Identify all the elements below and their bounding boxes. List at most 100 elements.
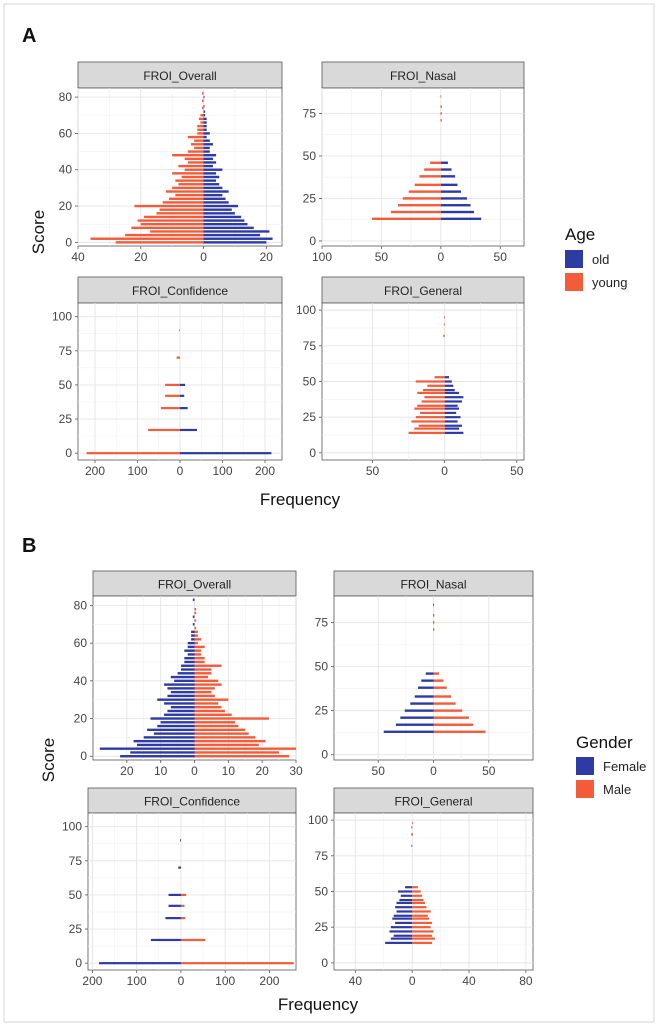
bar-male-score-42 <box>180 904 185 907</box>
bar-female-score-21 <box>400 716 434 719</box>
bar-young-score-14 <box>143 215 204 219</box>
bar-female-score-52 <box>184 657 195 660</box>
bar-female-score-12 <box>153 732 195 735</box>
bar-male-score-44 <box>412 898 424 902</box>
bar-male-score-6 <box>194 743 259 747</box>
x-tick-label: 100 <box>312 250 332 264</box>
legend-label-male: Male <box>603 782 631 797</box>
bar-female-score-34 <box>170 690 195 694</box>
bar-female-score-22 <box>389 930 413 933</box>
y-tick-label: 50 <box>69 888 83 902</box>
series-male <box>412 821 435 944</box>
legend-swatch-male <box>576 780 594 798</box>
bar-young-score-19 <box>418 424 445 427</box>
series-male <box>180 893 294 965</box>
series-female <box>99 598 195 758</box>
bar-young-score-79 <box>440 105 442 108</box>
bar-female-score-25 <box>390 926 413 929</box>
series-male <box>194 607 296 758</box>
bar-female-score-10 <box>143 736 195 739</box>
series-old <box>444 376 464 434</box>
bar-male-score-14 <box>194 728 246 732</box>
bar-male-score-19 <box>412 934 433 937</box>
y-tick-label: 20 <box>74 712 88 726</box>
bar-female-score-17 <box>150 938 181 942</box>
bar-young-score-18 <box>159 208 204 211</box>
bar-old-score-17 <box>444 427 460 430</box>
bar-young-score-66 <box>200 121 204 124</box>
legend-swatch-old <box>565 250 583 268</box>
bar-female-score-44 <box>399 898 413 902</box>
bar-male-score-31 <box>412 917 430 920</box>
y-tick-label: 25 <box>69 922 83 936</box>
x-tick-label: 0 <box>409 974 416 988</box>
bar-young-score-52 <box>194 146 204 150</box>
bar-old-score-70 <box>203 114 206 117</box>
bar-old-score-39 <box>444 396 464 399</box>
bar-young-score-29 <box>408 190 441 193</box>
bar-young-score-46 <box>430 161 441 164</box>
facet-strip-title: FROI_Nasal <box>390 69 456 83</box>
bar-old-score-10 <box>203 223 248 226</box>
bar-young-score-60 <box>197 132 204 135</box>
bar-male-score-18 <box>194 721 236 724</box>
bar-male-score-76 <box>194 611 197 615</box>
bar-male-score-29 <box>433 702 456 705</box>
bar-female-score-22 <box>164 713 195 716</box>
bar-young-score-17 <box>148 428 180 432</box>
bar-female-score-50 <box>168 893 181 897</box>
bar-young-score-36 <box>181 175 204 179</box>
x-tick-label: 100 <box>127 974 147 988</box>
facet-strip <box>77 276 283 304</box>
bar-old-score-44 <box>203 161 217 164</box>
bar-female-score-60 <box>187 641 195 645</box>
bar-young-score-30 <box>172 186 204 190</box>
x-tick-label: 30 <box>289 764 303 778</box>
bar-young-score-42 <box>178 164 204 168</box>
panel-a-legend: Age old young <box>565 225 627 291</box>
bar-female-score-46 <box>425 672 434 675</box>
bar-young-score-47 <box>427 384 445 387</box>
facet-strip-title: FROI_General <box>384 284 462 298</box>
bar-female-score-26 <box>170 706 195 709</box>
bar-female-score-62 <box>191 638 195 641</box>
bar-young-score-0 <box>115 241 204 244</box>
bar-male-score-75 <box>433 621 435 624</box>
bar-male-score-40 <box>194 679 219 683</box>
bar-female-score-50 <box>184 660 195 664</box>
bar-old-score-80 <box>203 95 205 99</box>
y-tick-label: 25 <box>303 410 317 424</box>
bar-female-score-16 <box>157 724 195 728</box>
bar-female-score-70 <box>178 866 181 869</box>
bar-young-score-25 <box>402 197 441 200</box>
legend-swatch-female <box>576 757 594 775</box>
series-young <box>90 92 204 244</box>
y-tick-label: 100 <box>308 813 328 827</box>
bar-young-score-82 <box>443 334 445 337</box>
bar-female-score-90 <box>411 833 413 836</box>
facet-a-froi-nasal: FROI_Nasal 100 50 0 50 0 25 50 75 <box>303 61 525 264</box>
bar-male-score-25 <box>433 709 463 712</box>
x-tick-label: 50 <box>482 764 496 778</box>
bar-male-score-30 <box>194 698 229 701</box>
bar-young-score-48 <box>172 153 204 157</box>
facet-strip-title: FROI_General <box>394 795 472 809</box>
y-tick-label: 100 <box>52 310 72 324</box>
y-tick-label: 25 <box>315 704 329 718</box>
bar-female-score-28 <box>164 702 195 705</box>
bar-old-score-17 <box>440 210 475 214</box>
bar-young-score-33 <box>414 183 441 187</box>
panel-b: B Score Frequency Gender Female Male <box>22 535 646 1014</box>
bar-old-score-25 <box>440 197 467 200</box>
series-male <box>433 614 486 733</box>
bar-male-score-42 <box>194 675 209 679</box>
bar-old-score-24 <box>203 197 226 200</box>
x-tick-label: 50 <box>494 250 508 264</box>
bar-young-score-22 <box>411 420 445 423</box>
bar-old-score-36 <box>203 175 220 179</box>
bar-female-score-58 <box>187 645 195 649</box>
bar-young-score-74 <box>201 106 204 110</box>
bar-young-score-64 <box>197 124 204 128</box>
bar-young-score-40 <box>184 168 204 171</box>
bar-male-score-12 <box>194 732 249 735</box>
